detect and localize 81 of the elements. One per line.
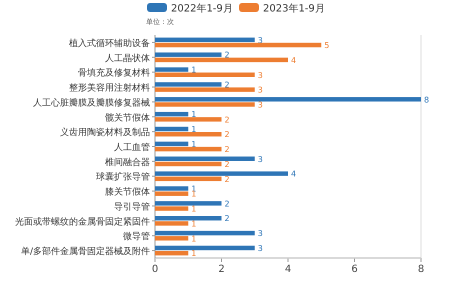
- x-tick-label: 0: [152, 264, 158, 275]
- bar: [155, 38, 255, 42]
- data-label: 2: [224, 174, 230, 184]
- data-label: 3: [258, 86, 263, 95]
- bar: [155, 102, 255, 107]
- y-tick-label: 导引导管: [114, 201, 150, 212]
- bar: [155, 67, 188, 72]
- x-tick-label: 8: [418, 264, 424, 275]
- x-tick-label: 6: [351, 264, 358, 275]
- data-label: 2: [224, 145, 230, 154]
- data-label: 3: [258, 100, 263, 110]
- bar: [155, 186, 188, 191]
- data-label: 1: [191, 66, 196, 75]
- data-label: 1: [191, 204, 196, 214]
- bar: [155, 230, 255, 236]
- data-label: 5: [324, 41, 330, 50]
- data-label: 3: [258, 244, 263, 253]
- data-label: 2: [224, 80, 230, 90]
- bar: [155, 58, 288, 62]
- bar: [155, 72, 255, 77]
- bar: [155, 52, 222, 57]
- bar: [155, 162, 222, 166]
- y-tick-label: 髋关节假体: [105, 112, 150, 124]
- data-label: 1: [191, 190, 196, 199]
- data-label: 2: [224, 130, 230, 140]
- bar: [155, 221, 188, 226]
- bar: [155, 82, 222, 87]
- data-label: 8: [424, 95, 430, 104]
- data-label: 2: [224, 199, 230, 208]
- x-tick-label: 4: [284, 264, 292, 275]
- y-tick-label: 人工血管: [114, 142, 150, 153]
- bar: [155, 117, 222, 122]
- y-tick-label: 人工晶状体: [105, 52, 150, 64]
- y-tick-label: 光面或带螺纹的金属骨固定紧固件: [15, 216, 150, 228]
- bar: [155, 126, 188, 132]
- bar: [155, 42, 322, 48]
- data-label: 3: [258, 36, 263, 45]
- bar: [155, 206, 188, 211]
- data-label: 1: [191, 249, 196, 258]
- bar: [155, 87, 255, 92]
- bar: [155, 176, 222, 182]
- bar: [155, 236, 188, 241]
- bar: [155, 156, 255, 161]
- y-tick-label: 义齿用陶瓷材料及制品: [60, 127, 150, 138]
- y-tick-label: 微导管: [123, 231, 150, 242]
- y-tick-label: 椎间融合器: [105, 156, 150, 168]
- bar: [155, 146, 222, 152]
- bar: [155, 132, 222, 136]
- data-label: 3: [258, 70, 263, 80]
- data-label: 2: [224, 115, 230, 124]
- bar: [155, 191, 188, 196]
- y-tick-label: 整形美容用注射材料: [69, 82, 150, 94]
- data-label: 2: [224, 214, 230, 224]
- y-tick-label: 植入式循环辅助设备: [69, 38, 150, 49]
- data-label: 3: [258, 229, 263, 238]
- data-label: 1: [191, 219, 196, 228]
- data-label: 4: [291, 170, 296, 179]
- legend-label: 2023年1-9月: [263, 2, 325, 14]
- legend-label: 2022年1-9月: [171, 2, 233, 14]
- y-tick-label: 人工心脏瓣膜及瓣膜修复器械: [33, 97, 150, 108]
- data-label: 1: [191, 110, 196, 120]
- y-tick-label: 骨填充及修复材料: [78, 68, 150, 79]
- data-label: 1: [191, 140, 196, 149]
- data-label: 3: [258, 154, 263, 164]
- bar: [155, 201, 222, 206]
- data-label: 2: [224, 160, 230, 169]
- bar: [155, 216, 222, 220]
- data-label: 4: [291, 56, 296, 65]
- bar: [155, 171, 288, 176]
- y-tick-label: 球囊扩张导管: [96, 172, 150, 183]
- data-label: 2: [224, 50, 230, 60]
- bar: [155, 142, 188, 146]
- x-tick-label: 2: [218, 264, 225, 275]
- bar: [155, 97, 421, 102]
- bar: [155, 246, 255, 250]
- y-tick-label: 膝关节假体: [105, 186, 150, 198]
- bar: [155, 250, 188, 256]
- bar: [155, 112, 188, 116]
- y-tick-label: 单/多部件金属骨固定器械及附件: [20, 246, 150, 258]
- data-label: 1: [191, 234, 196, 244]
- data-label: 1: [191, 125, 196, 134]
